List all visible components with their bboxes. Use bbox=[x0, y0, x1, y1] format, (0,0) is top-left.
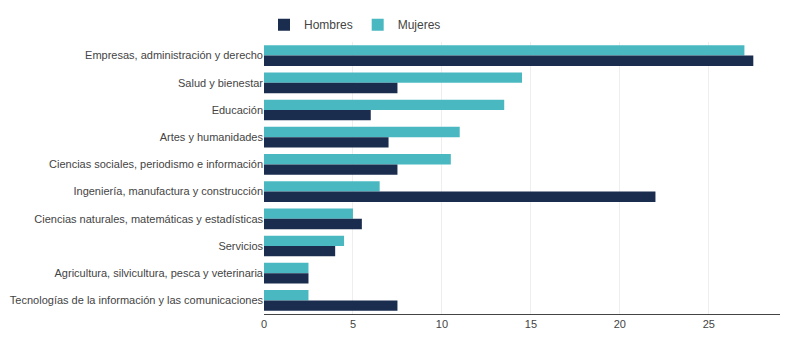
svg-text:0: 0 bbox=[261, 318, 267, 330]
svg-text:5: 5 bbox=[350, 318, 356, 330]
svg-text:Artes y humanidades: Artes y humanidades bbox=[160, 131, 264, 143]
svg-text:Hombres: Hombres bbox=[304, 18, 353, 32]
svg-text:20: 20 bbox=[614, 318, 626, 330]
svg-text:Tecnologías de la información: Tecnologías de la información y las comu… bbox=[10, 294, 264, 306]
svg-text:Empresas, administración y der: Empresas, administración y derecho bbox=[85, 49, 263, 61]
svg-text:25: 25 bbox=[703, 318, 715, 330]
svg-text:Agricultura, silvicultura, pes: Agricultura, silvicultura, pesca y veter… bbox=[55, 267, 264, 279]
svg-text:Ciencias sociales, periodismo: Ciencias sociales, periodismo e informac… bbox=[49, 158, 263, 170]
svg-text:Educación: Educación bbox=[212, 104, 263, 116]
svg-text:Ingeniería, manufactura y cons: Ingeniería, manufactura y construcción bbox=[73, 185, 263, 197]
svg-text:Servicios: Servicios bbox=[218, 240, 263, 252]
svg-text:10: 10 bbox=[436, 318, 448, 330]
svg-text:Salud y bienestar: Salud y bienestar bbox=[178, 77, 263, 89]
svg-text:Ciencias naturales, matemática: Ciencias naturales, matemáticas y estadí… bbox=[34, 213, 263, 225]
svg-text:Mujeres: Mujeres bbox=[398, 18, 441, 32]
svg-text:15: 15 bbox=[525, 318, 537, 330]
